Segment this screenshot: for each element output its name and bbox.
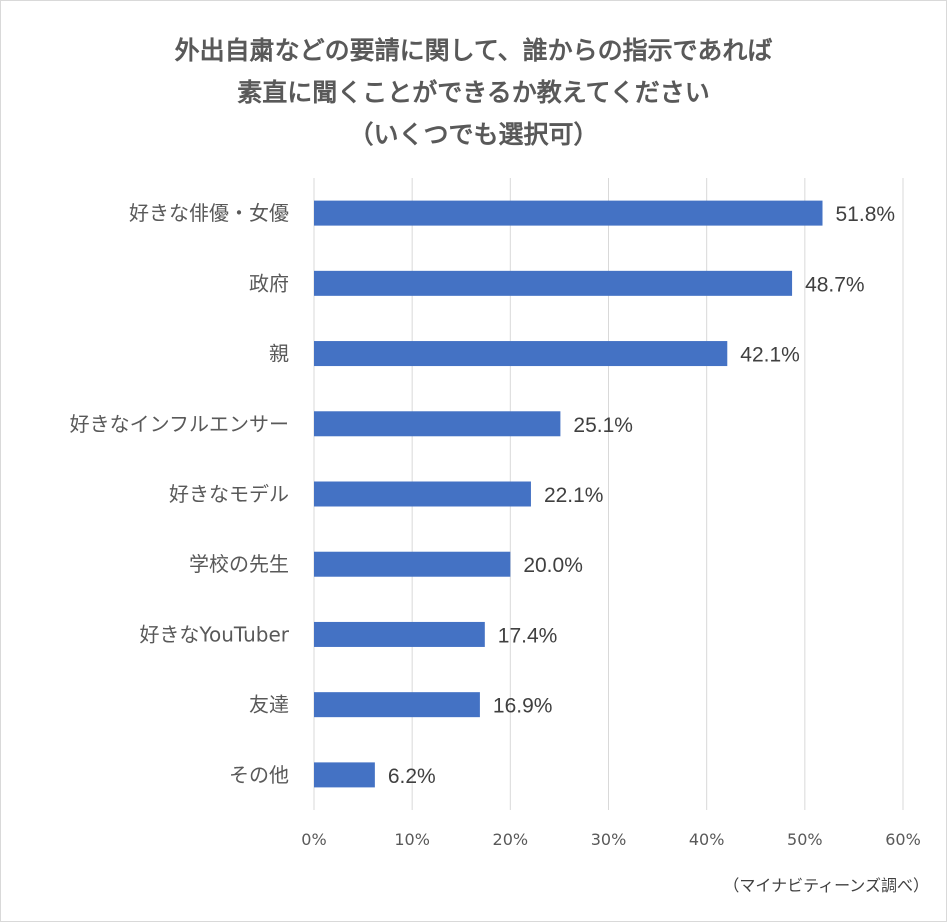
chart-title-line-3: （いくつでも選択可） xyxy=(348,120,599,149)
bar xyxy=(314,411,561,437)
x-tick-label: 10% xyxy=(394,830,430,849)
category-label: 友達 xyxy=(249,693,289,717)
value-label: 17.4% xyxy=(498,624,558,647)
chart-title-line-2: 素直に聞くことができるか教えてください xyxy=(237,78,710,107)
category-label: 好きなインフルエンサー xyxy=(70,412,289,436)
value-labels: 51.8% 48.7% 42.1% 25.1% 22.1% 20.0% 17.4% 16.9%… xyxy=(388,203,895,788)
category-label: 好きな俳優・女優 xyxy=(129,201,289,225)
bar xyxy=(314,762,375,788)
x-tick-label: 50% xyxy=(787,830,823,849)
value-label: 51.8% xyxy=(836,203,896,226)
x-tick-label: 30% xyxy=(591,830,627,849)
category-label: 親 xyxy=(269,342,289,366)
x-tick-label: 60% xyxy=(885,830,921,849)
x-tick-label: 40% xyxy=(689,830,725,849)
category-labels: 好きな俳優・女優政府親好きなインフルエンサー好きなモデル学校の先生好きなYouT… xyxy=(70,201,290,787)
value-label: 6.2% xyxy=(388,765,436,788)
category-label: 好きなモデル xyxy=(169,482,289,506)
chart-title: 外出自粛などの要請に関して、誰からの指示であれば 素直に聞くことができるか教えて… xyxy=(0,30,947,156)
category-label: 学校の先生 xyxy=(189,552,289,576)
chart-title-line-1: 外出自粛などの要請に関して、誰からの指示であれば xyxy=(174,36,773,65)
bar xyxy=(314,551,511,577)
category-label: 政府 xyxy=(249,271,289,295)
category-label: 好きなYouTuber xyxy=(139,622,289,646)
value-label: 25.1% xyxy=(573,414,633,437)
bar xyxy=(314,200,823,226)
bar xyxy=(314,341,728,367)
x-tick-label: 0% xyxy=(301,830,326,849)
x-tick-label: 20% xyxy=(493,830,529,849)
value-label: 16.9% xyxy=(493,695,553,718)
x-axis-ticks: 0% 10% 20% 30% 40% 50% 60% xyxy=(301,830,920,849)
value-label: 42.1% xyxy=(740,344,800,367)
bar xyxy=(314,692,480,718)
category-label: その他 xyxy=(229,763,289,787)
value-label: 22.1% xyxy=(544,484,604,507)
value-label: 48.7% xyxy=(805,273,865,296)
bar xyxy=(314,621,485,647)
bar xyxy=(314,270,793,296)
bars xyxy=(314,200,823,788)
value-label: 20.0% xyxy=(523,554,583,577)
source-note: （マイナビティーンズ調べ） xyxy=(723,876,929,895)
bar xyxy=(314,481,531,507)
